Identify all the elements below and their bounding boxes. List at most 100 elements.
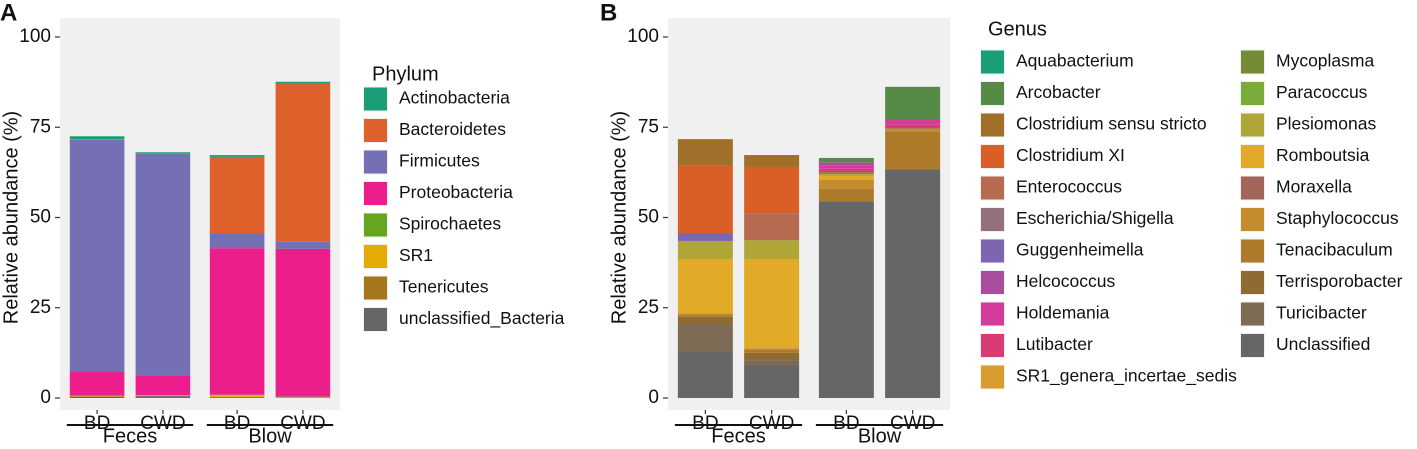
bar-segment (819, 201, 874, 398)
legend-swatch (981, 145, 1004, 168)
bar-segment (136, 152, 191, 153)
legend-swatch (1241, 240, 1264, 263)
group-label: Blow (858, 425, 902, 444)
legend-label: Staphylococcus (1276, 208, 1399, 228)
bar-segment (744, 350, 799, 353)
legend-label: unclassified_Bacteria (399, 308, 565, 329)
legend-label: Proteobacteria (399, 182, 513, 202)
legend-label: Tenacibaculum (1276, 240, 1393, 260)
y-tick-label: 100 (19, 26, 51, 47)
legend-swatch (1241, 334, 1264, 357)
legend-label: Holdemania (1016, 303, 1110, 323)
y-tick-label: 25 (638, 297, 659, 318)
legend-label: Lutibacter (1016, 334, 1093, 354)
y-tick-label: 0 (40, 387, 51, 408)
legend-label: Helcococcus (1016, 271, 1115, 291)
bar-segment (678, 313, 733, 315)
bar-segment (744, 360, 799, 365)
legend-swatch (981, 114, 1004, 137)
bar-segment (744, 348, 799, 350)
legend-swatch (981, 271, 1004, 294)
bar-segment (819, 180, 874, 189)
bar-segment (70, 136, 125, 139)
legend-label: Aquabacterium (1016, 51, 1134, 71)
legend-swatch (1241, 145, 1264, 168)
bar-segment (819, 189, 874, 202)
bar-segment (678, 317, 733, 324)
legend-label: Enterococcus (1016, 177, 1122, 197)
legend-swatch (981, 366, 1004, 389)
bar-segment (136, 153, 191, 376)
legend-label: Clostridium sensu stricto (1016, 114, 1207, 134)
bar-segment (819, 165, 874, 169)
legend-swatch (981, 82, 1004, 105)
bar-segment (210, 248, 265, 395)
legend-swatch (1241, 303, 1264, 326)
bar-segment (885, 169, 940, 398)
bar-segment (276, 84, 331, 242)
bar-segment (136, 396, 191, 398)
legend-label: SR1 (399, 245, 433, 265)
legend-swatch (364, 214, 387, 237)
bar-segment (678, 166, 733, 233)
bar-segment (678, 259, 733, 313)
bar-segment (744, 167, 799, 213)
bar-segment (819, 162, 874, 165)
legend-label: Tenericutes (399, 277, 489, 297)
bar-segment (819, 172, 874, 174)
legend-label: Spirochaetes (399, 214, 501, 234)
bar-segment (744, 213, 799, 240)
bar-segment (678, 233, 733, 241)
legend-label: Unclassified (1276, 334, 1370, 354)
legend-swatch (364, 151, 387, 174)
legend-swatch (981, 177, 1004, 200)
bar-segment (678, 241, 733, 259)
bar-segment (744, 240, 799, 259)
y-tick-label: 75 (30, 116, 51, 137)
bar-segment (210, 395, 265, 397)
legend-swatch (1241, 208, 1264, 231)
legend-swatch (364, 245, 387, 268)
legend-label: Bacteroidetes (399, 119, 506, 139)
bar-segment (678, 139, 733, 166)
panel-label: B (600, 0, 617, 26)
legend-label: Clostridium XI (1016, 145, 1125, 165)
group-label: Blow (248, 425, 292, 444)
bar-segment (819, 169, 874, 173)
bar-segment (276, 82, 331, 84)
legend-swatch (364, 119, 387, 142)
bar-segment (885, 128, 940, 129)
legend-swatch (981, 51, 1004, 74)
panel-label: A (0, 0, 17, 26)
bar-segment (210, 157, 265, 233)
bar-segment (276, 242, 331, 249)
bar-segment (678, 315, 733, 317)
legend-label: Mycoplasma (1276, 51, 1374, 71)
legend-swatch (364, 182, 387, 205)
y-tick-label: 75 (638, 116, 659, 137)
legend-label: Terrisporobacter (1276, 271, 1403, 291)
legend-title: Genus (988, 18, 1047, 40)
bar-segment (819, 174, 874, 176)
bar-segment (210, 397, 265, 398)
bar-segment (744, 366, 799, 398)
bar-segment (885, 87, 940, 120)
legend-swatch (364, 308, 387, 331)
legend-title: Phylum (372, 63, 439, 85)
legend-swatch (981, 208, 1004, 231)
bar-segment (744, 259, 799, 348)
legend-swatch (981, 303, 1004, 326)
y-axis-label: Relative abundance (%) (0, 111, 22, 324)
legend-label: Turicibacter (1276, 303, 1367, 323)
x-tick-label: BD (833, 413, 859, 434)
legend-label: Plesiomonas (1276, 114, 1376, 134)
group-label: Feces (103, 425, 157, 444)
legend-swatch (364, 277, 387, 300)
bar-segment (70, 397, 125, 398)
legend-swatch (1241, 51, 1264, 74)
legend-label: Romboutsia (1276, 145, 1370, 165)
bar-segment (885, 132, 940, 170)
y-tick-label: 25 (30, 297, 51, 318)
legend-label: Guggenheimella (1016, 240, 1144, 260)
bar-segment (70, 372, 125, 395)
